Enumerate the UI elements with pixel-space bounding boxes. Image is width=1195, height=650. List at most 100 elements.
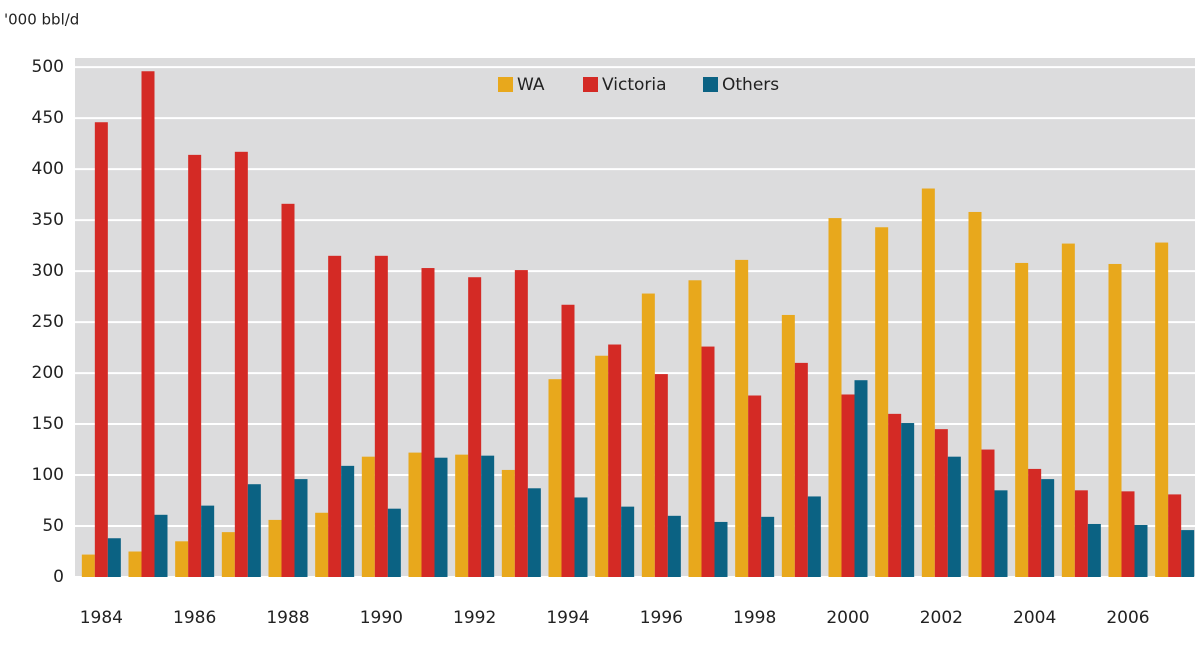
bar [901,423,915,577]
bar [1041,479,1055,577]
bar [81,554,95,577]
legend-swatch [498,77,513,92]
bar [1087,523,1101,577]
y-tick-label: 500 [32,57,64,77]
bar [514,270,528,577]
plot-area [75,58,1195,577]
y-tick-label: 450 [32,108,64,128]
bar [595,355,609,577]
bar [1121,491,1135,577]
bar [527,488,541,577]
y-tick-label: 300 [32,261,64,281]
legend-swatch [583,77,598,92]
bar [641,293,655,577]
bar [315,512,329,577]
bar [667,515,681,577]
legend-label: Others [722,75,779,95]
bar [854,380,868,577]
bar [981,449,995,577]
x-tick-label: 1998 [733,608,776,628]
bar [234,151,248,577]
bar [968,211,982,577]
bar [94,122,108,577]
bar [107,538,121,577]
bar [455,454,469,577]
bar [374,255,388,577]
bar [561,304,575,577]
y-tick-label: 400 [32,159,64,179]
bar [888,413,902,577]
bar [1108,263,1122,577]
bar [1015,262,1029,577]
bar [1061,243,1075,578]
bar [1168,494,1182,577]
bar [794,362,808,577]
y-tick-label: 250 [32,312,64,332]
bar [128,551,142,577]
y-tick-label: 0 [53,567,64,587]
x-tick-label: 1988 [266,608,309,628]
bar [501,469,515,577]
bar [748,395,762,577]
bar [688,280,702,577]
bar [468,277,482,577]
bar [621,506,635,577]
bar [1134,524,1148,577]
bar [994,490,1008,577]
bar [608,344,622,577]
bar [714,521,728,577]
bar [294,479,308,577]
y-tick-label: 100 [32,465,64,485]
bar [828,218,842,577]
bar [281,203,295,577]
bar [875,227,889,577]
bar [341,465,355,577]
x-tick-label: 2004 [1013,608,1056,628]
bar [841,394,855,577]
bar [1028,468,1042,577]
bar [934,429,948,577]
bar [434,457,448,577]
x-tick-label: 1990 [360,608,403,628]
bar [175,541,189,577]
bar [781,314,795,577]
y-tick-label: 150 [32,414,64,434]
bar [481,455,495,577]
bar [807,496,821,577]
bar [188,154,202,578]
y-tick-label: 50 [42,516,64,536]
x-tick-label: 1986 [173,608,216,628]
x-tick-label: 2000 [826,608,869,628]
x-tick-label: 1994 [546,608,589,628]
bar [328,255,342,577]
x-tick-label: 1984 [80,608,123,628]
bar [921,188,935,577]
bar [247,484,261,577]
legend-label: WA [517,75,545,95]
bar [1074,490,1088,577]
x-tick-label: 2002 [920,608,963,628]
bar [387,508,401,577]
legend-label: Victoria [602,75,667,95]
x-tick-label: 2006 [1106,608,1149,628]
bar [761,516,775,577]
y-axis-label: '000 bbl/d [4,11,79,29]
bar [735,259,749,577]
bar [201,505,215,577]
x-tick-label: 1996 [640,608,683,628]
y-tick-label: 350 [32,210,64,230]
bar [268,519,282,577]
legend-swatch [703,77,718,92]
x-tick-label: 1992 [453,608,496,628]
bar [154,514,168,577]
bar [141,71,155,577]
bar [1181,530,1195,577]
bar [1155,242,1169,578]
bar [654,374,668,577]
bar [574,497,588,577]
bar [701,346,715,577]
bar [548,379,562,577]
bar [408,452,422,577]
bar [947,456,961,577]
